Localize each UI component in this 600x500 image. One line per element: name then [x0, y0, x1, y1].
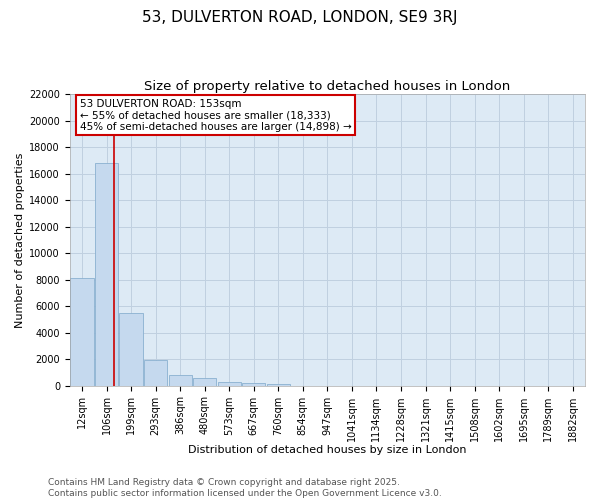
Text: 53 DULVERTON ROAD: 153sqm
← 55% of detached houses are smaller (18,333)
45% of s: 53 DULVERTON ROAD: 153sqm ← 55% of detac… — [80, 98, 352, 132]
Bar — [144, 360, 167, 386]
Y-axis label: Number of detached properties: Number of detached properties — [15, 152, 25, 328]
Bar — [266, 384, 290, 386]
Bar — [193, 378, 217, 386]
Bar — [95, 163, 118, 386]
Bar — [119, 313, 143, 386]
Bar — [218, 382, 241, 386]
Text: 53, DULVERTON ROAD, LONDON, SE9 3RJ: 53, DULVERTON ROAD, LONDON, SE9 3RJ — [142, 10, 458, 25]
Bar — [169, 375, 192, 386]
Bar — [242, 383, 265, 386]
Title: Size of property relative to detached houses in London: Size of property relative to detached ho… — [144, 80, 511, 93]
Text: Contains HM Land Registry data © Crown copyright and database right 2025.
Contai: Contains HM Land Registry data © Crown c… — [48, 478, 442, 498]
X-axis label: Distribution of detached houses by size in London: Distribution of detached houses by size … — [188, 445, 467, 455]
Bar — [70, 278, 94, 386]
